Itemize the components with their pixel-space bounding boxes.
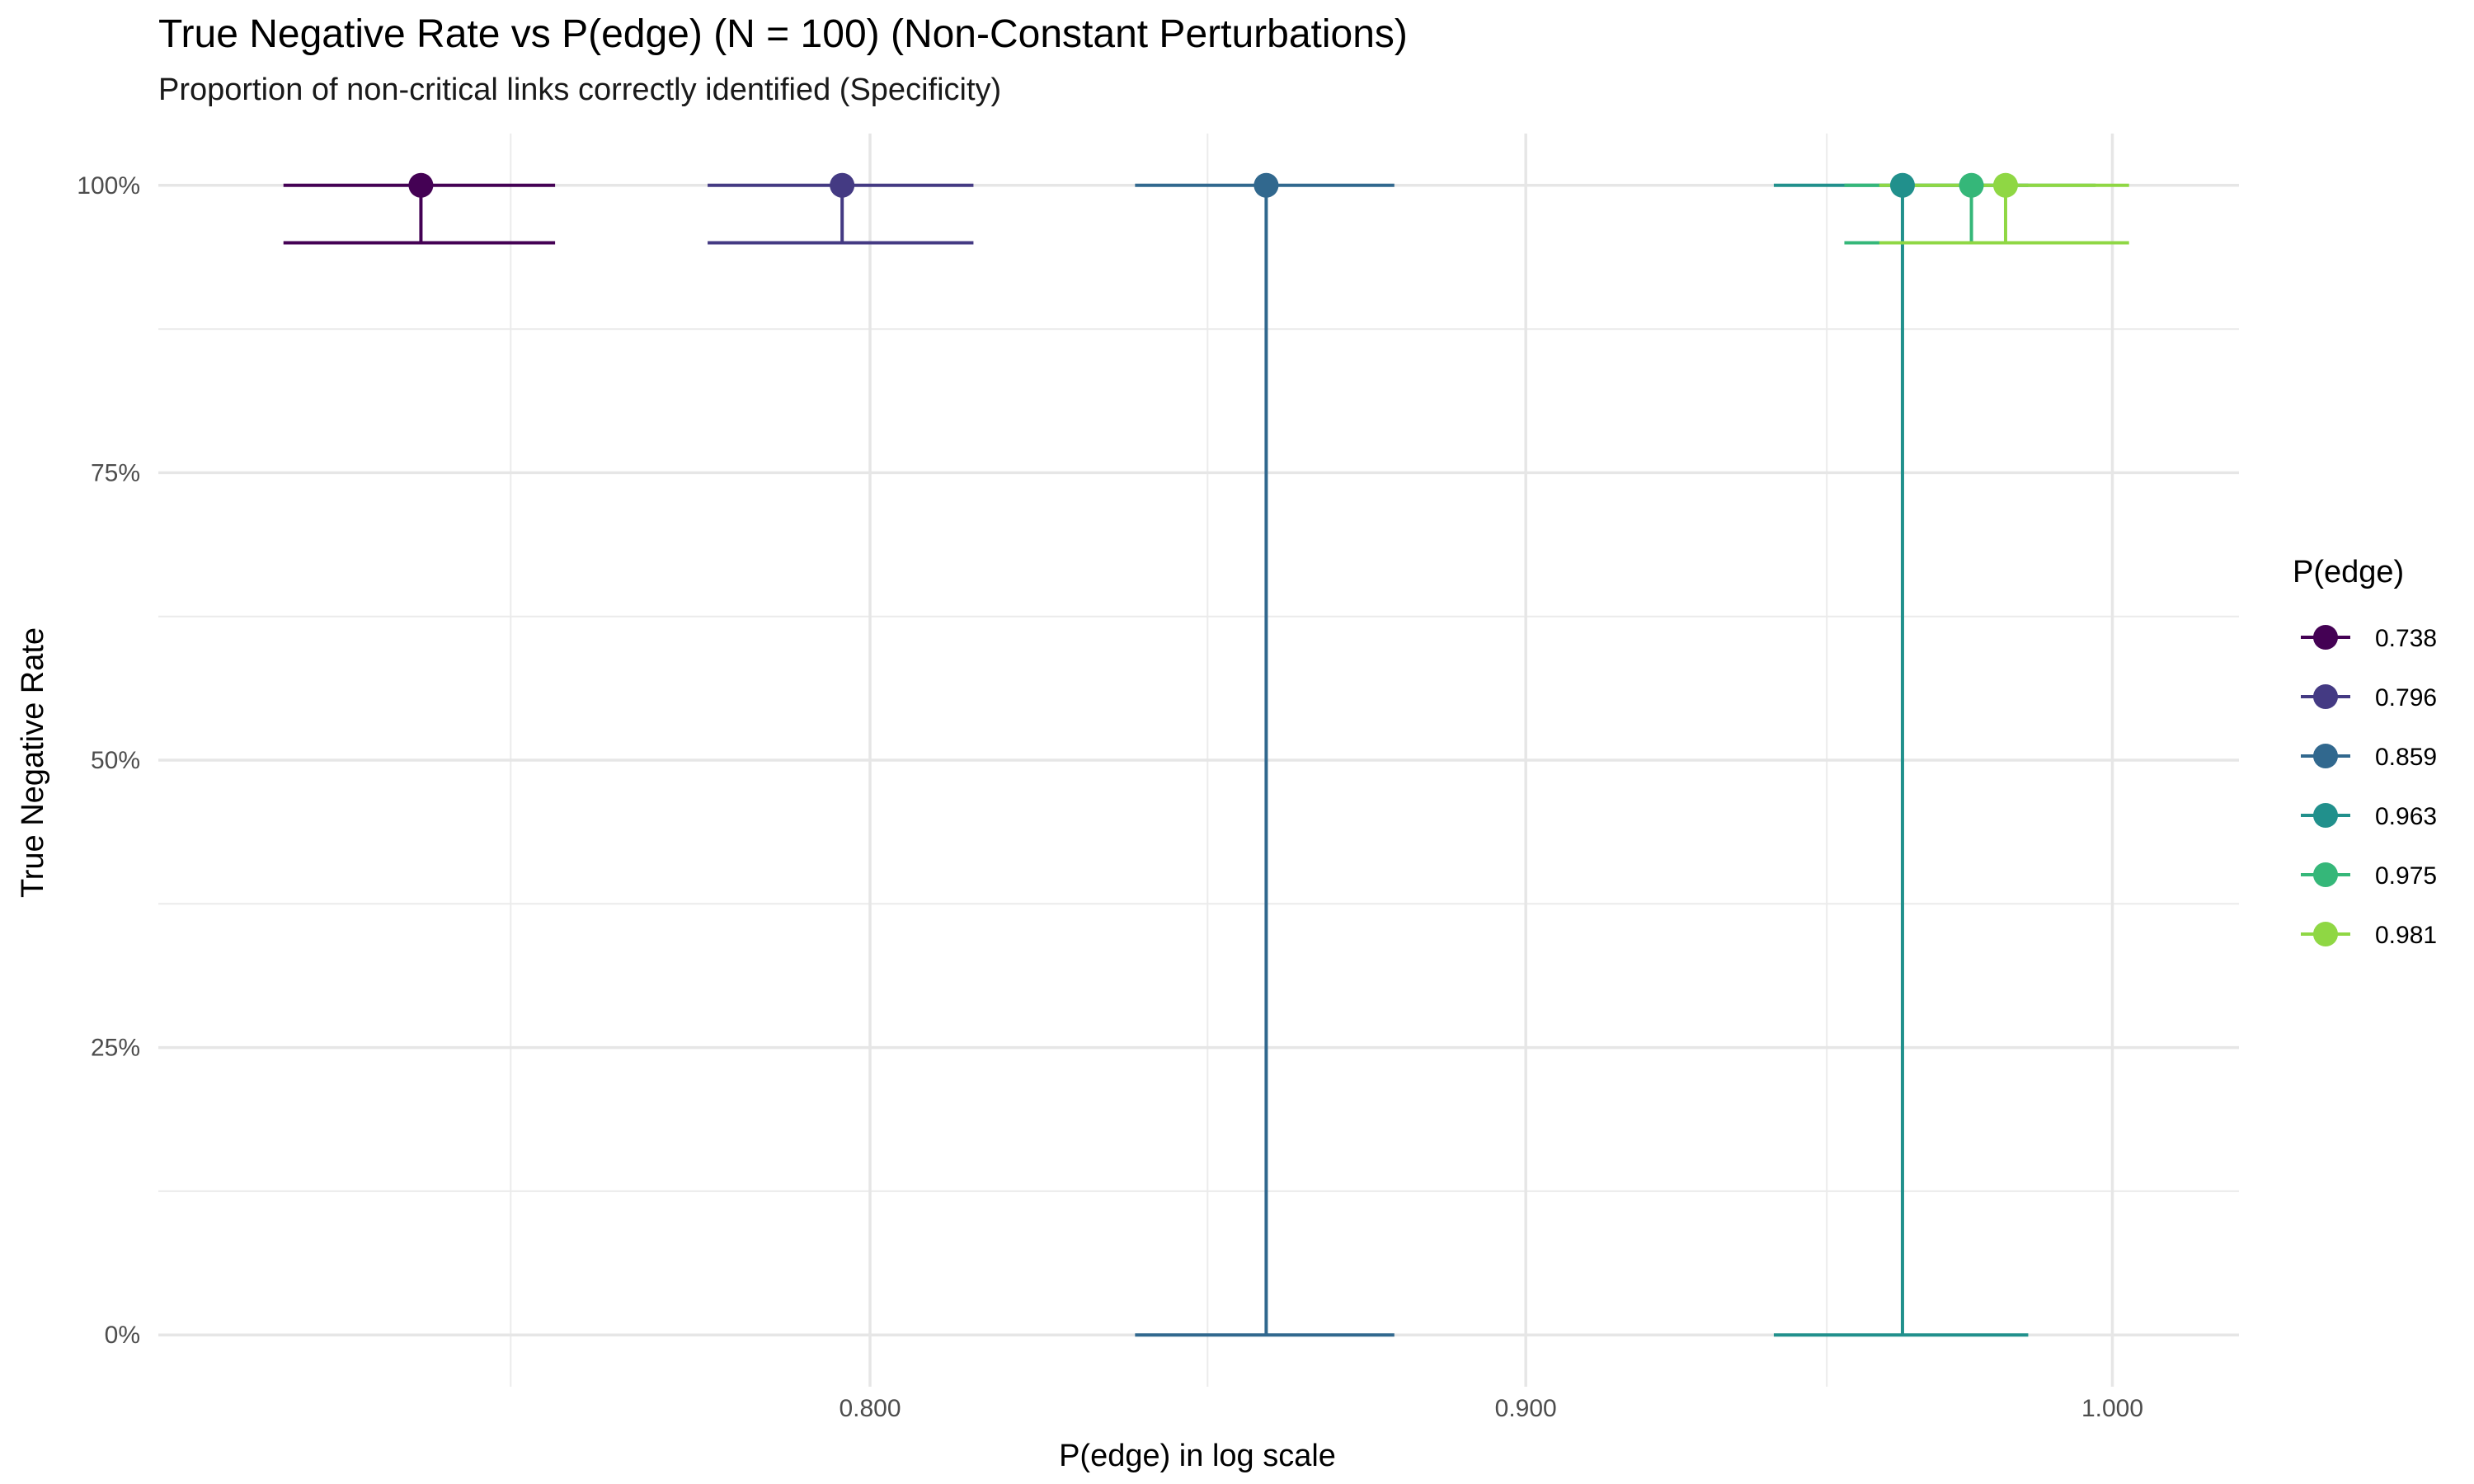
- legend-key-point: [2313, 684, 2338, 709]
- legend-key-point: [2313, 803, 2338, 828]
- data-point: [408, 172, 434, 198]
- y-axis-title: True Negative Rate: [16, 627, 50, 898]
- legend-label: 0.981: [2375, 922, 2437, 949]
- data-point: [1889, 172, 1915, 198]
- x-axis-ticks: 0.800 0.900 1.000: [839, 1395, 2143, 1422]
- x-tick-label: 0.900: [1495, 1395, 1557, 1422]
- legend-title: P(edge): [2293, 555, 2404, 589]
- data-point: [1959, 172, 1984, 198]
- y-tick-label: 50%: [91, 747, 140, 774]
- data-points: [408, 172, 2018, 198]
- y-tick-label: 75%: [91, 459, 140, 486]
- data-point: [830, 172, 855, 198]
- y-tick-label: 100%: [77, 172, 140, 200]
- legend-label: 0.738: [2375, 625, 2437, 652]
- legend-key-point: [2313, 744, 2338, 768]
- chart-subtitle: Proportion of non-critical links correct…: [158, 73, 1002, 107]
- y-tick-label: 0%: [105, 1322, 140, 1349]
- legend-label: 0.796: [2375, 684, 2437, 711]
- chart-title: True Negative Rate vs P(edge) (N = 100) …: [158, 12, 1408, 56]
- legend-label: 0.859: [2375, 744, 2437, 771]
- x-tick-label: 0.800: [839, 1395, 901, 1422]
- x-axis-title: P(edge) in log scale: [1059, 1439, 1336, 1473]
- data-point: [1253, 172, 1279, 198]
- legend-items: 0.738 0.796 0.859 0.963 0.975 0.981: [2301, 625, 2437, 949]
- legend-key-point: [2313, 625, 2338, 650]
- legend-key-point: [2313, 922, 2338, 946]
- x-tick-label: 1.000: [2081, 1395, 2143, 1422]
- legend-label: 0.963: [2375, 803, 2437, 830]
- legend-key-point: [2313, 862, 2338, 887]
- legend: P(edge) 0.738 0.796 0.859 0.963 0.975 0.981: [2293, 555, 2437, 949]
- legend-label: 0.975: [2375, 862, 2437, 890]
- y-tick-label: 25%: [91, 1035, 140, 1062]
- grid-major: [158, 134, 2239, 1387]
- y-axis-ticks: 0% 25% 50% 75% 100%: [77, 172, 140, 1349]
- data-point: [1992, 172, 2018, 198]
